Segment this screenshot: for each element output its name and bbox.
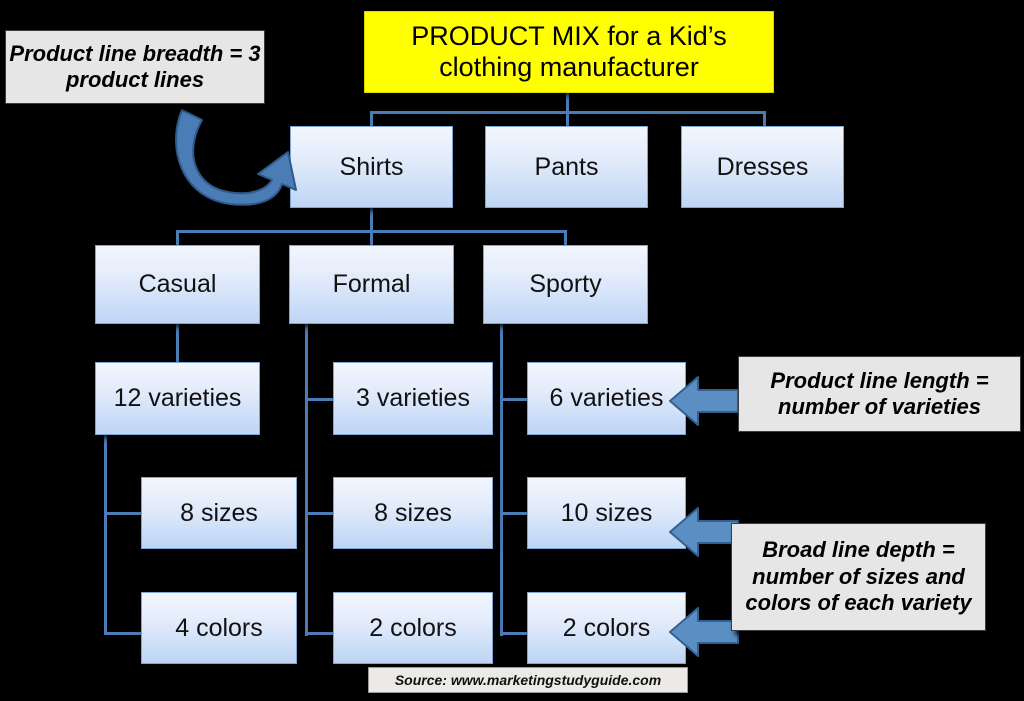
connector-shirts-stem [370, 208, 373, 230]
connector-formal-varieties [305, 398, 341, 401]
left-block-arrow-icon-sizes [669, 507, 739, 557]
node-casual-colors[interactable]: 4 colors [141, 592, 297, 664]
curved-arrow-icon [175, 109, 297, 206]
connector-sporty-colors [500, 632, 534, 635]
node-sporty-sizes[interactable]: 10 sizes [527, 477, 686, 549]
left-block-arrow-icon-colors [669, 607, 739, 657]
connector-casual-sizes [104, 512, 146, 515]
node-casual[interactable]: Casual [95, 245, 260, 324]
connector-to-formal [370, 230, 373, 246]
connector-to-pants [566, 111, 569, 126]
connector-to-shirts [370, 111, 373, 126]
connector-casual-spine [104, 435, 107, 635]
connector-to-dresses [763, 111, 766, 126]
node-sporty[interactable]: Sporty [483, 245, 648, 324]
connector-formal-spine [305, 324, 308, 636]
node-formal-colors[interactable]: 2 colors [333, 592, 493, 664]
source-caption: Source: www.marketingstudyguide.com [368, 667, 688, 693]
node-casual-sizes[interactable]: 8 sizes [141, 477, 297, 549]
connector-title-stem [566, 93, 569, 111]
callout-product-line-length: Product line length = number of varietie… [738, 356, 1021, 432]
connector-formal-sizes [305, 512, 341, 515]
connector-formal-colors [305, 632, 341, 635]
node-formal-varieties[interactable]: 3 varieties [333, 362, 493, 435]
node-formal-sizes[interactable]: 8 sizes [333, 477, 493, 549]
node-dresses[interactable]: Dresses [681, 126, 844, 208]
callout-broad-line-depth: Broad line depth = number of sizes and c… [731, 523, 986, 631]
left-block-arrow-icon [669, 376, 739, 426]
node-sporty-colors[interactable]: 2 colors [527, 592, 686, 664]
node-pants[interactable]: Pants [485, 126, 648, 208]
connector-to-sporty [564, 230, 567, 246]
node-shirts[interactable]: Shirts [290, 126, 453, 208]
connector-sporty-varieties [500, 398, 534, 401]
connector-casual-colors [104, 632, 146, 635]
diagram-title: PRODUCT MIX for a Kid’s clothing manufac… [364, 11, 774, 93]
connector-casual-stem [176, 324, 179, 362]
connector-sporty-spine [500, 324, 503, 636]
connector-to-casual [176, 230, 179, 246]
node-formal[interactable]: Formal [289, 245, 454, 324]
callout-product-line-breadth: Product line breadth = 3 product lines [5, 30, 265, 104]
node-sporty-varieties[interactable]: 6 varieties [527, 362, 686, 435]
node-casual-varieties[interactable]: 12 varieties [95, 362, 260, 435]
connector-sporty-sizes [500, 512, 534, 515]
